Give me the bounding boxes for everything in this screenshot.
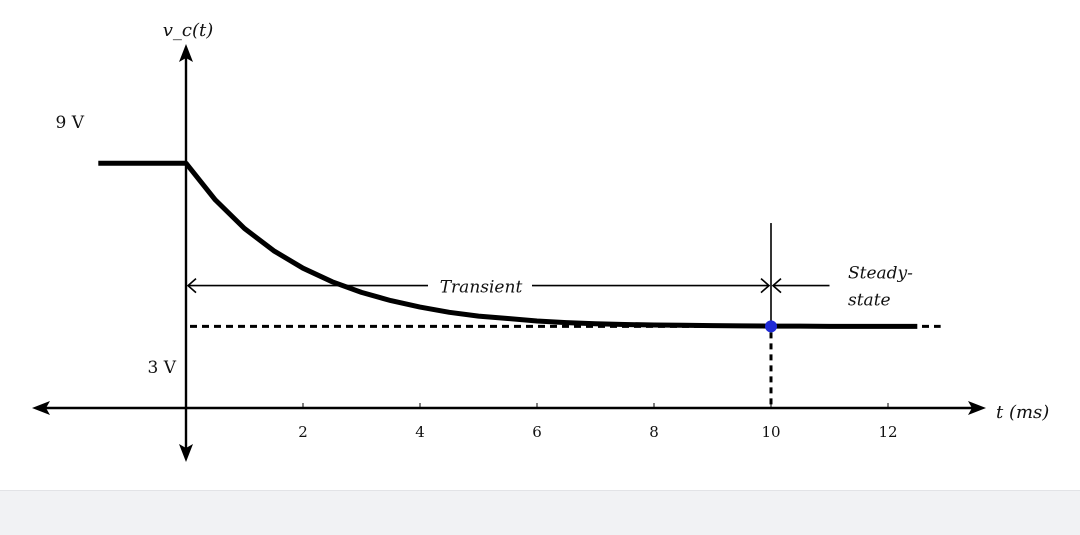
y-level-label-9v: 9 V <box>56 113 85 133</box>
x-tick-label: 8 <box>649 423 659 441</box>
steady-state-label-line1: Steady- <box>848 264 913 284</box>
y-axis-title: v_c(t) <box>163 20 214 41</box>
steady-arrowhead <box>771 277 782 294</box>
steady-state-label-line2: state <box>848 291 891 311</box>
footer-bar <box>0 490 1080 535</box>
transient-arrowhead-left <box>186 277 197 294</box>
y-level-label-3v: 3 V <box>148 358 177 378</box>
x-tick-label: 10 <box>761 423 780 441</box>
x-tick-group: 2 4 6 8 10 12 <box>298 403 898 441</box>
voltage-decay-chart: v_c(t) t (ms) 2 4 6 8 10 12 9 V 3 V Transient… <box>32 20 1049 462</box>
x-tick-label: 2 <box>298 423 308 441</box>
x-axis-arrow-right <box>968 401 986 415</box>
x-axis-arrow-left <box>32 401 50 415</box>
transient-arrowhead-right <box>760 277 771 294</box>
y-axis-arrow-down <box>179 444 193 462</box>
x-tick-label: 12 <box>878 423 897 441</box>
y-axis-arrow-up <box>179 44 193 62</box>
capacitor-voltage-curve <box>98 160 918 329</box>
x-tick-label: 4 <box>415 423 425 441</box>
steady-state-point <box>765 320 777 333</box>
x-axis-title: t (ms) <box>996 402 1049 423</box>
x-tick-label: 6 <box>532 423 542 441</box>
transient-label: Transient <box>440 278 523 298</box>
